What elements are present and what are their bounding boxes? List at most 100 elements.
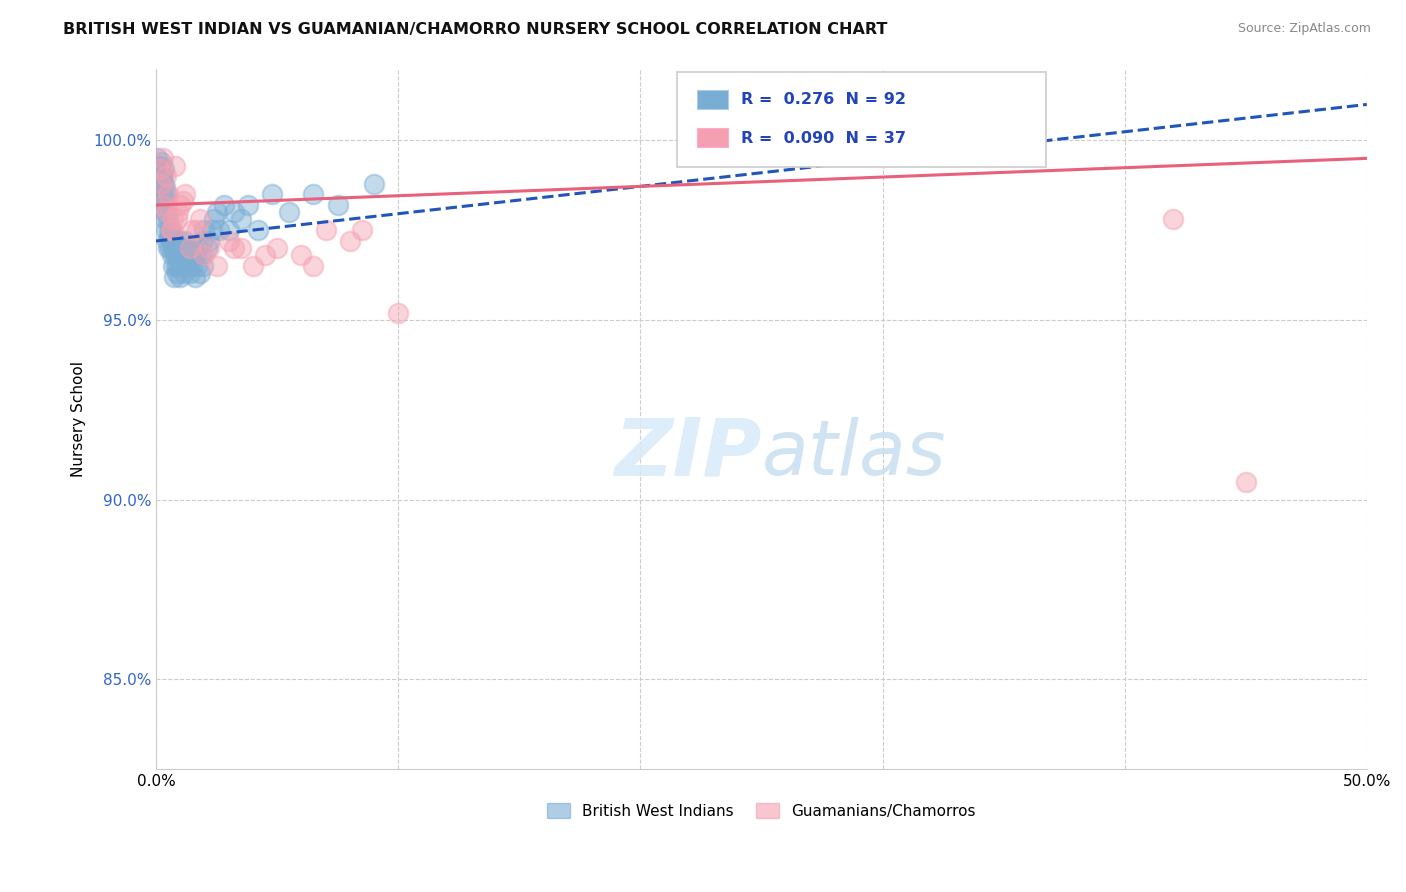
Point: [152, 191, 174, 205]
Point: [153, 205, 176, 219]
Point: [150, 184, 173, 198]
Point: [188, 266, 211, 280]
Point: [157, 230, 180, 244]
Point: [1234, 475, 1257, 489]
Point: [149, 177, 172, 191]
Point: [167, 248, 190, 262]
Point: [146, 152, 169, 166]
Point: [193, 223, 215, 237]
Point: [266, 241, 288, 255]
Point: [179, 241, 201, 255]
Point: [176, 259, 198, 273]
Point: [148, 187, 170, 202]
Point: [157, 187, 180, 202]
Point: [229, 212, 252, 227]
Point: [149, 187, 172, 202]
Point: [172, 241, 194, 255]
Text: R =  0.276  N = 92: R = 0.276 N = 92: [741, 92, 905, 107]
Point: [339, 234, 361, 248]
Point: [170, 259, 193, 273]
Point: [166, 241, 188, 255]
Point: [165, 248, 187, 262]
Point: [278, 205, 301, 219]
Point: [181, 259, 204, 273]
Point: [152, 194, 174, 209]
Point: [169, 269, 191, 284]
Bar: [697, 128, 727, 147]
Point: [191, 234, 214, 248]
Point: [177, 241, 200, 255]
Point: [157, 212, 180, 227]
Point: [363, 177, 385, 191]
Point: [290, 248, 312, 262]
Text: ZIP: ZIP: [614, 415, 762, 493]
Point: [205, 259, 228, 273]
Point: [302, 259, 325, 273]
Point: [157, 223, 180, 237]
Point: [148, 169, 170, 184]
Point: [167, 259, 190, 273]
Legend: British West Indians, Guamanians/Chamorros: British West Indians, Guamanians/Chamorr…: [541, 797, 983, 825]
Point: [186, 259, 208, 273]
Point: [156, 205, 179, 219]
Point: [155, 194, 177, 209]
Bar: [697, 89, 727, 109]
Point: [326, 198, 349, 212]
Point: [150, 173, 173, 187]
Point: [187, 241, 209, 255]
Point: [156, 234, 179, 248]
Point: [174, 187, 197, 202]
Point: [160, 248, 183, 262]
Point: [193, 248, 215, 262]
Y-axis label: Nursery School: Nursery School: [72, 361, 86, 477]
Point: [160, 223, 183, 237]
Point: [218, 234, 240, 248]
Point: [149, 155, 172, 169]
Point: [160, 234, 183, 248]
Point: [190, 248, 212, 262]
Point: [152, 152, 174, 166]
Point: [184, 248, 207, 262]
Text: Source: ZipAtlas.com: Source: ZipAtlas.com: [1237, 22, 1371, 36]
Point: [165, 159, 187, 173]
Point: [155, 169, 177, 184]
Point: [155, 212, 177, 227]
Point: [169, 198, 191, 212]
Point: [229, 241, 252, 255]
Point: [169, 234, 191, 248]
Point: [181, 223, 204, 237]
Point: [350, 223, 373, 237]
Point: [246, 223, 269, 237]
Point: [149, 166, 172, 180]
Point: [1161, 212, 1184, 227]
Point: [162, 259, 184, 273]
Point: [183, 248, 205, 262]
Point: [150, 198, 173, 212]
Point: [155, 187, 177, 202]
Point: [162, 241, 184, 255]
Point: [152, 177, 174, 191]
Text: atlas: atlas: [762, 417, 946, 491]
Point: [202, 212, 225, 227]
Point: [193, 259, 215, 273]
Point: [253, 248, 276, 262]
Point: [150, 169, 173, 184]
Point: [148, 159, 170, 173]
Point: [188, 212, 211, 227]
Point: [315, 223, 337, 237]
Point: [174, 234, 197, 248]
FancyBboxPatch shape: [676, 72, 1046, 167]
Point: [159, 223, 181, 237]
Point: [153, 180, 176, 194]
Point: [156, 205, 179, 219]
Point: [173, 266, 195, 280]
Point: [262, 187, 284, 202]
Point: [218, 223, 240, 237]
Point: [186, 223, 208, 237]
Point: [195, 241, 218, 255]
Point: [149, 162, 172, 177]
Point: [148, 177, 170, 191]
Point: [155, 223, 177, 237]
Point: [163, 241, 186, 255]
Point: [242, 259, 264, 273]
